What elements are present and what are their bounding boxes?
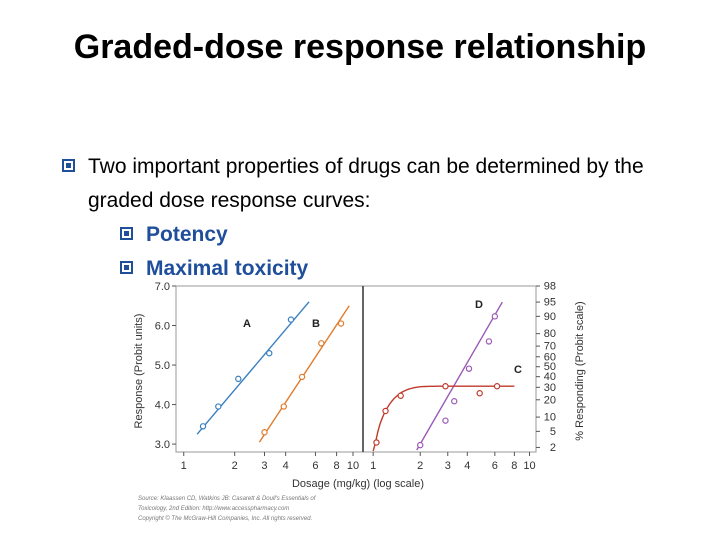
x-tick-label: 1 [370,460,376,472]
source-line-1: Source: Klaassen CD, Watkins JB: Casaret… [138,496,317,502]
curve-label-C: C [514,364,522,376]
panel-left-probit: 1 2 3 4 6 8 10 3.0 4.0 5.0 6.0 7.0 [155,281,359,472]
y-tick-label-right: 5 [550,426,556,438]
x-axis-title: Dosage (mg/kg) (log scale) [292,478,424,490]
data-point-C [442,383,449,390]
y-tick-label: 3.0 [155,439,170,451]
bullet-main: Two important properties of drugs can be… [62,150,682,218]
y-tick-label-right: 90 [544,311,556,323]
fit-line-B [258,305,350,443]
x-tick-label: 4 [283,460,289,472]
source-line-3: Copyright © The McGraw-Hill Companies, I… [138,515,312,522]
checkbox-bullet-icon [62,159,75,172]
data-point-D [465,365,473,372]
y-axis-title-left: Response (Probit units) [133,314,145,429]
y-axis-title-right: % Responding (Probit scale) [574,301,586,440]
fit-line-A [196,301,310,435]
x-tick-label: 1 [181,460,187,472]
y-tick-label: 5.0 [155,360,170,372]
y-tick-label: 6.0 [155,321,170,333]
chart-frame: A B D C [175,285,537,453]
data-point-D [451,398,458,405]
series-A [196,301,310,435]
data-point-C [493,383,501,390]
curve-label-D: D [475,299,483,311]
checkbox-bullet-icon [120,227,133,240]
y-tick-label-right: 2 [550,442,556,454]
x-tick-label: 8 [511,460,517,472]
data-point-D [417,441,424,449]
bullet-list: Two important properties of drugs can be… [62,150,682,286]
data-point-B [280,403,287,410]
curve-label-B: B [312,318,320,330]
data-point-A [266,349,273,357]
data-point-B [298,373,306,381]
series-B [258,305,350,443]
dose-response-chart: A BDC 1 2 3 4 6 8 103.04.05.06.07.0 1 2 3 4 6 8 10251… [133,281,586,523]
data-point-B [261,429,268,436]
data-point-A [199,423,207,430]
y-tick-label: 7.0 [155,281,170,293]
y-tick-label-right: 80 [544,328,556,340]
sub-bullet-potency: Potency [62,218,682,252]
y-tick-label: 4.0 [155,400,170,412]
data-point-A [215,403,222,410]
data-point-D [485,338,493,345]
y-tick-label-right: 50 [544,361,556,373]
bullet-main-text: Two important properties of drugs can be… [88,155,644,212]
x-tick-label: 10 [523,460,535,472]
x-tick-label: 3 [445,460,451,472]
sub-bullet-text: Maximal toxicity [146,257,309,280]
slide-title: Graded-dose response relationship [73,28,647,66]
sub-bullet-text: Potency [146,223,228,246]
x-tick-label: 10 [347,460,359,472]
x-tick-label: 2 [417,460,423,472]
y-tick-label-right: 40 [544,371,556,383]
data-point-B [337,320,345,327]
data-point-B [318,340,325,347]
series-C [372,383,515,452]
y-tick-label-right: 95 [544,297,556,309]
series-D [416,301,503,451]
data-point-D [442,417,449,424]
data-point-A [235,375,242,383]
y-tick-label-right: 60 [544,351,556,363]
data-point-A [287,316,295,323]
source-line-2: Toxicology, 2nd Edition: http://www.acce… [138,506,289,512]
checkbox-bullet-icon [120,261,133,274]
x-tick-label: 8 [334,460,340,472]
data-point-C [382,407,389,415]
data-point-C [373,439,380,446]
y-tick-label-right: 70 [544,341,556,353]
fit-line-D [416,301,503,451]
x-tick-label: 3 [261,460,267,472]
data-point-C [397,392,404,399]
y-tick-label-right: 20 [544,394,556,406]
y-tick-label-right: 10 [544,412,556,424]
x-tick-label: 4 [464,460,470,472]
data-point-D [491,313,499,320]
x-tick-label: 2 [232,460,238,472]
plot-border [175,285,537,453]
x-tick-label: 6 [312,460,318,472]
sub-bullet-maximal-toxicity: Maximal toxicity [62,252,682,286]
y-tick-label-right: 30 [544,382,556,394]
data-point-C [476,390,483,397]
y-tick-label-right: 98 [544,281,556,293]
x-tick-label: 6 [492,460,498,472]
curve-label-A: A [243,318,251,330]
